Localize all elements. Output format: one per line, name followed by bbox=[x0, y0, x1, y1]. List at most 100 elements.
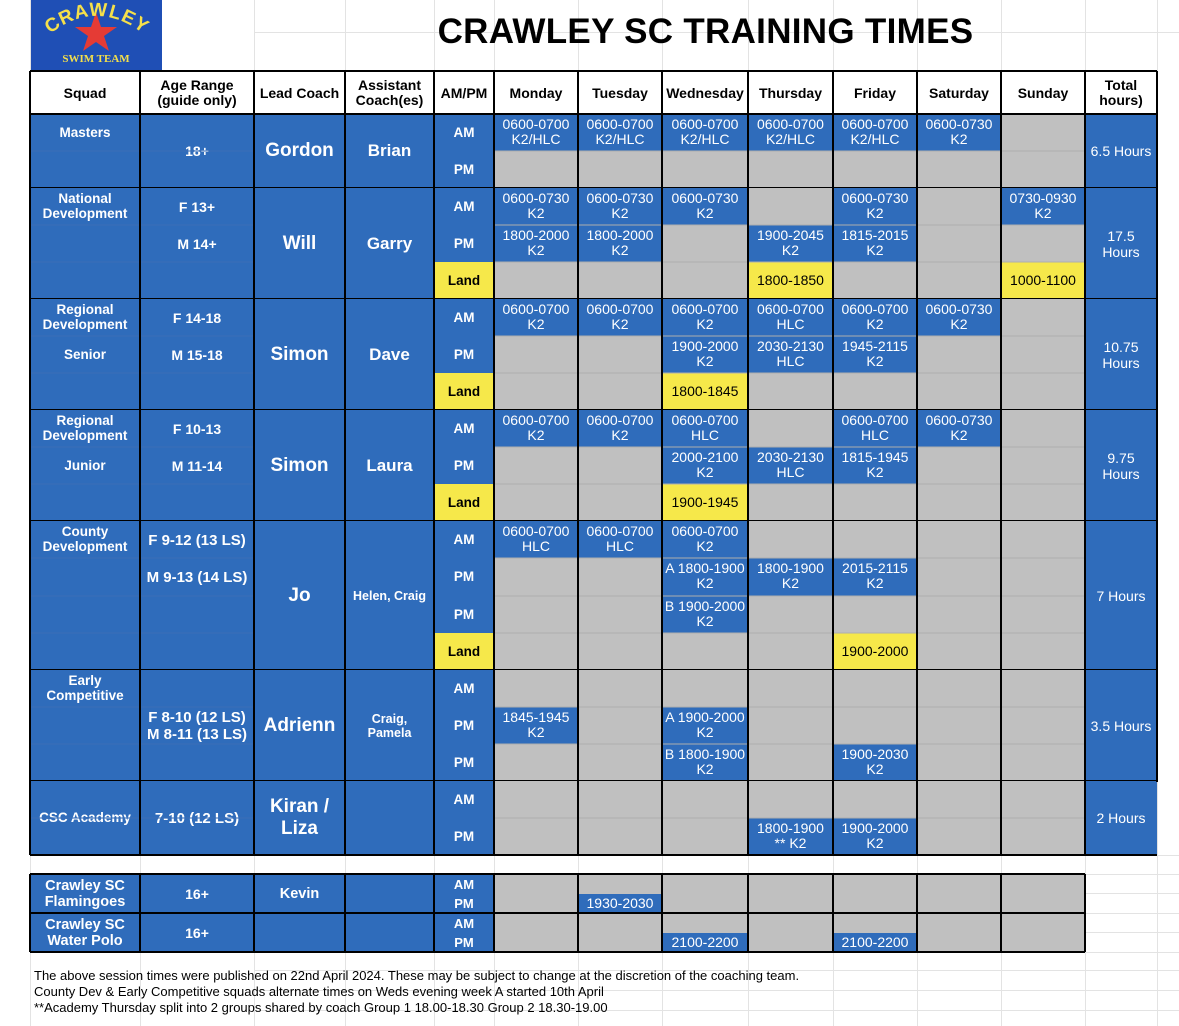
session-cell-text: 0600-0700 K2 bbox=[502, 412, 570, 443]
slot-label-pm: PM bbox=[434, 595, 494, 633]
session-time: 2100-2200 bbox=[833, 933, 917, 952]
slot-label-am: AM bbox=[434, 670, 494, 707]
squad-6-total-hours: 2 Hours bbox=[1085, 781, 1157, 855]
squad-3-assistant-coach: Laura bbox=[345, 410, 434, 521]
squad-5-age-cell: F 8-10 (12 LS) M 8-11 (13 LS) bbox=[140, 670, 254, 781]
empty-cell bbox=[833, 262, 917, 299]
row-divider bbox=[30, 706, 254, 708]
session-cell-text: 1800-2000 K2 bbox=[502, 227, 570, 258]
session-cell-text: B 1800-1900 K2 bbox=[664, 746, 746, 777]
empty-cell bbox=[917, 558, 1001, 596]
session-cell: 0600-0700 K2/HLC bbox=[494, 114, 578, 151]
session-cell: 1900-2000 bbox=[833, 632, 917, 670]
squad-2-age-cell: F 14-18 M 15-18 bbox=[140, 299, 254, 410]
empty-cell bbox=[494, 336, 578, 373]
column-header-assistant-coach: Assistant Coach(es) bbox=[345, 71, 434, 115]
extra-squad-0-age: 16+ bbox=[140, 874, 254, 913]
session-cell-text: 1815-2015 K2 bbox=[841, 227, 909, 258]
table-border bbox=[916, 71, 918, 855]
empty-cell bbox=[917, 913, 1001, 952]
slot-label-am-text: AM bbox=[453, 125, 475, 140]
extra-squad-0-lead-text: Kevin bbox=[279, 886, 320, 902]
empty-cell bbox=[662, 874, 748, 913]
empty-cell bbox=[494, 484, 578, 521]
empty-cell bbox=[1001, 595, 1085, 633]
empty-cell bbox=[494, 670, 578, 707]
session-cell-text: 0600-0730 K2 bbox=[925, 301, 993, 332]
session-cell: 0600-0700 HLC bbox=[494, 521, 578, 559]
table-border bbox=[30, 854, 1157, 856]
slot-label-pm-text: PM bbox=[453, 606, 475, 622]
column-header-total-hours: Total hours) bbox=[1085, 71, 1157, 115]
column-header-wednesday-text: Wednesday bbox=[666, 84, 744, 101]
empty-cell bbox=[748, 373, 833, 410]
empty-cell bbox=[1001, 410, 1085, 447]
row-divider bbox=[30, 557, 254, 560]
empty-cell bbox=[833, 521, 917, 559]
empty-cell bbox=[833, 670, 917, 707]
session-cell: 1800-2000 K2 bbox=[578, 225, 662, 262]
squad-4-total-hours-text: 7 Hours bbox=[1096, 587, 1146, 604]
column-header-am-pm: AM/PM bbox=[434, 71, 494, 115]
empty-cell bbox=[1001, 521, 1085, 559]
squad-1-assistant-coach: Garry bbox=[345, 188, 434, 299]
column-header-wednesday: Wednesday bbox=[662, 71, 748, 115]
empty-cell bbox=[748, 188, 833, 225]
empty-cell bbox=[578, 262, 662, 299]
empty-cell bbox=[917, 707, 1001, 744]
session-cell: 1900-2045 K2 bbox=[748, 225, 833, 262]
row-divider bbox=[494, 224, 1085, 226]
session-cell-text: 0600-0700 K2 bbox=[586, 301, 654, 332]
empty-cell bbox=[1001, 225, 1085, 262]
slot-label-pm: PM bbox=[434, 151, 494, 188]
column-header-am-pm-text: AM/PM bbox=[440, 84, 488, 101]
empty-cell bbox=[1001, 707, 1085, 744]
table-border bbox=[577, 71, 579, 855]
session-cell: 1900-2030 K2 bbox=[833, 744, 917, 781]
empty-cell bbox=[917, 781, 1001, 818]
table-border bbox=[1000, 71, 1002, 855]
table-border bbox=[253, 71, 255, 855]
session-cell: B 1800-1900 K2 bbox=[662, 744, 748, 781]
empty-cell bbox=[748, 632, 833, 670]
slot-label-pm-text: PM bbox=[453, 718, 475, 733]
table-border bbox=[577, 874, 579, 952]
squad-2-name-cell: Regional Development Senior bbox=[30, 299, 140, 410]
age-range: F 8-10 (12 LS) M 8-11 (13 LS) bbox=[146, 708, 248, 743]
empty-cell bbox=[833, 781, 917, 818]
squad-0-total-hours-text: 6.5 Hours bbox=[1090, 143, 1152, 159]
empty-cell bbox=[748, 781, 833, 818]
extra-squad-0-age-text: 16+ bbox=[185, 885, 209, 902]
session-cell-text: 2015-2115 K2 bbox=[842, 560, 908, 592]
session-cell-text: 0600-0700 HLC bbox=[671, 412, 739, 443]
squad-name: Regional Development bbox=[42, 413, 128, 443]
session-cell-text: A 1900-2000 K2 bbox=[665, 709, 745, 740]
squad-2-lead-coach-text: Simon bbox=[270, 343, 329, 365]
session-cell: 2100-2200 bbox=[833, 913, 917, 952]
empty-cell bbox=[494, 373, 578, 410]
slot-label-pm: PM bbox=[434, 744, 494, 781]
slot-label-am: AM bbox=[434, 188, 494, 225]
session-cell: 0600-0700 HLC bbox=[578, 521, 662, 559]
age-range: F 14-18 bbox=[172, 309, 222, 326]
session-cell: 0600-0730 K2 bbox=[917, 299, 1001, 336]
session-cell: 2030-2130 HLC bbox=[748, 336, 833, 373]
session-cell: 1800-1900 K2 bbox=[748, 558, 833, 596]
empty-cell bbox=[1001, 818, 1085, 855]
empty-cell bbox=[748, 410, 833, 447]
empty-cell bbox=[494, 781, 578, 818]
session-cell: B 1900-2000 K2 bbox=[662, 595, 748, 633]
empty-cell bbox=[662, 670, 748, 707]
table-border bbox=[1084, 71, 1086, 855]
session-cell-text: 0730-0930 K2 bbox=[1009, 190, 1077, 221]
row-divider bbox=[494, 372, 1085, 374]
session-cell: 0600-0700 K2/HLC bbox=[662, 114, 748, 151]
empty-cell bbox=[748, 744, 833, 781]
empty-cell bbox=[494, 818, 578, 855]
extra-squad-0-slots: AM PM bbox=[434, 874, 494, 913]
empty-cell bbox=[917, 336, 1001, 373]
empty-cell bbox=[748, 670, 833, 707]
session-cell: 2000-2100 K2 bbox=[662, 447, 748, 484]
column-header-tuesday: Tuesday bbox=[578, 71, 662, 115]
table-border bbox=[30, 873, 1085, 875]
